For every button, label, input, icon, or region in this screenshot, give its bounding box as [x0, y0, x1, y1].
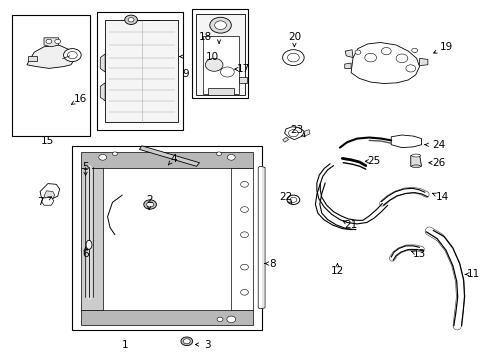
Text: 3: 3 — [204, 339, 211, 350]
Text: 5: 5 — [82, 162, 89, 172]
Bar — [97, 12, 183, 130]
Polygon shape — [238, 77, 246, 83]
Bar — [191, 9, 248, 98]
Circle shape — [55, 39, 61, 44]
Text: 18: 18 — [198, 32, 212, 42]
Polygon shape — [100, 54, 105, 72]
Ellipse shape — [411, 165, 420, 168]
Circle shape — [205, 58, 223, 71]
Text: 15: 15 — [41, 136, 55, 147]
Text: 1: 1 — [121, 339, 128, 350]
Circle shape — [287, 53, 299, 62]
Text: 25: 25 — [366, 156, 380, 166]
Polygon shape — [282, 137, 288, 142]
Polygon shape — [410, 155, 421, 166]
Polygon shape — [44, 191, 55, 200]
Ellipse shape — [411, 154, 420, 157]
Polygon shape — [284, 127, 304, 140]
Circle shape — [381, 48, 390, 55]
Polygon shape — [81, 168, 102, 310]
Text: 14: 14 — [435, 192, 448, 202]
Circle shape — [226, 316, 235, 323]
Polygon shape — [139, 146, 199, 166]
Text: 12: 12 — [330, 266, 344, 276]
Circle shape — [354, 50, 360, 54]
Ellipse shape — [86, 240, 92, 249]
Polygon shape — [231, 168, 253, 310]
Circle shape — [395, 54, 407, 63]
Circle shape — [289, 197, 296, 202]
Circle shape — [209, 17, 231, 33]
Circle shape — [240, 264, 248, 270]
Text: 23: 23 — [290, 125, 304, 135]
Circle shape — [128, 18, 134, 22]
Polygon shape — [345, 50, 352, 58]
Circle shape — [364, 53, 376, 62]
Text: 16: 16 — [74, 94, 87, 104]
Text: 6: 6 — [82, 249, 89, 259]
Circle shape — [227, 154, 235, 160]
Circle shape — [405, 65, 415, 72]
Polygon shape — [44, 38, 59, 47]
Circle shape — [181, 337, 192, 346]
Text: 9: 9 — [182, 69, 189, 79]
Polygon shape — [105, 20, 178, 122]
Polygon shape — [27, 45, 76, 68]
Polygon shape — [81, 310, 253, 325]
Text: 26: 26 — [431, 158, 445, 168]
Text: 17: 17 — [236, 64, 250, 74]
Polygon shape — [350, 42, 419, 84]
Circle shape — [183, 339, 190, 344]
Polygon shape — [100, 83, 105, 101]
Circle shape — [217, 317, 223, 321]
Circle shape — [286, 195, 299, 204]
Circle shape — [411, 48, 417, 53]
Polygon shape — [40, 184, 60, 200]
Text: 13: 13 — [412, 249, 426, 259]
Text: 11: 11 — [466, 269, 479, 279]
Text: 19: 19 — [438, 42, 452, 52]
Circle shape — [63, 49, 81, 62]
Polygon shape — [207, 88, 233, 95]
Polygon shape — [195, 14, 245, 95]
Polygon shape — [344, 63, 350, 68]
Circle shape — [240, 289, 248, 295]
Text: 7: 7 — [37, 197, 43, 207]
Polygon shape — [81, 152, 253, 168]
Polygon shape — [258, 166, 264, 309]
Polygon shape — [203, 36, 238, 94]
Circle shape — [240, 207, 248, 212]
Circle shape — [282, 50, 304, 66]
Circle shape — [240, 232, 248, 238]
Polygon shape — [28, 56, 37, 61]
Polygon shape — [316, 164, 387, 224]
Text: 10: 10 — [206, 51, 219, 62]
Text: 24: 24 — [431, 140, 445, 150]
Circle shape — [143, 200, 156, 209]
Circle shape — [124, 15, 137, 24]
Polygon shape — [419, 58, 427, 66]
Text: 4: 4 — [170, 154, 177, 164]
Circle shape — [99, 154, 106, 160]
Bar — [12, 15, 90, 136]
Bar — [72, 146, 261, 330]
Circle shape — [220, 67, 234, 77]
Text: 21: 21 — [344, 220, 357, 230]
Circle shape — [216, 152, 221, 156]
Text: 22: 22 — [279, 192, 292, 202]
Circle shape — [112, 152, 117, 156]
Polygon shape — [41, 197, 54, 205]
Circle shape — [288, 130, 298, 137]
Polygon shape — [304, 130, 309, 136]
Text: 20: 20 — [287, 32, 300, 42]
Circle shape — [67, 51, 77, 59]
Circle shape — [214, 21, 226, 30]
Text: 8: 8 — [269, 258, 276, 269]
Circle shape — [146, 202, 153, 207]
Circle shape — [240, 181, 248, 187]
Text: 2: 2 — [145, 195, 152, 205]
Circle shape — [46, 39, 52, 44]
Polygon shape — [390, 135, 421, 148]
